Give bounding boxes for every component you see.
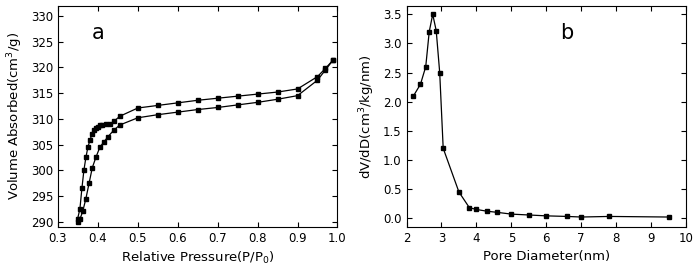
X-axis label: Pore Diameter(nm): Pore Diameter(nm)	[483, 250, 610, 263]
Text: a: a	[92, 23, 104, 43]
Y-axis label: Volume Absorbed(cm$^3$/g): Volume Absorbed(cm$^3$/g)	[6, 32, 25, 200]
Text: b: b	[560, 23, 573, 43]
Y-axis label: dV/dD(cm$^3$/kg/nm): dV/dD(cm$^3$/kg/nm)	[358, 54, 377, 178]
X-axis label: Relative Pressure(P/P$_0$): Relative Pressure(P/P$_0$)	[121, 250, 275, 267]
